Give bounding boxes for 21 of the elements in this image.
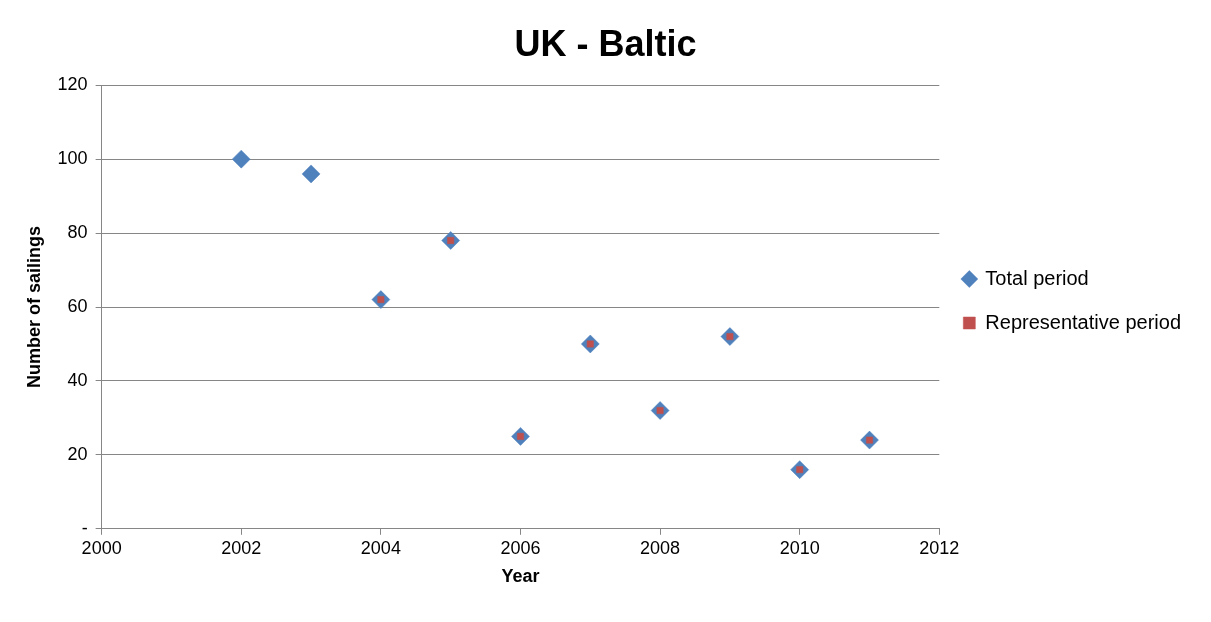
y-tick-label: 100: [57, 148, 88, 169]
y-tick-label: 40: [67, 369, 88, 390]
x-tick-label: 2002: [221, 537, 262, 558]
y-axis-title: Number of sailings: [23, 225, 44, 389]
chart-title: UK - Baltic: [514, 22, 697, 64]
point: [301, 164, 321, 184]
x-tick-label: 2004: [360, 537, 401, 558]
y-tick-label: -: [81, 517, 88, 538]
legend-label: Representative period: [985, 310, 1182, 333]
x-tick-label: 2000: [81, 537, 122, 558]
x-tick-label: 2008: [640, 537, 681, 558]
x-tick-label: 2006: [500, 537, 541, 558]
y-tick-label: 80: [67, 222, 88, 243]
y-tick-label: 120: [57, 74, 88, 95]
point: [232, 149, 251, 169]
x-tick-label: 2012: [919, 537, 960, 558]
y-tick-label: 60: [67, 295, 88, 316]
x-tick-label: 2010: [779, 537, 820, 558]
legend-label: Total period: [985, 266, 1089, 289]
x-axis-title: Year: [501, 566, 540, 587]
y-tick-label: 20: [67, 443, 88, 464]
